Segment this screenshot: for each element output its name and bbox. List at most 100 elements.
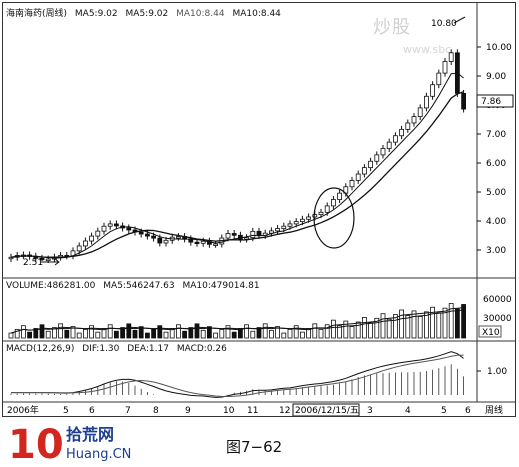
volume-bar bbox=[20, 325, 26, 339]
volume-bar bbox=[95, 331, 101, 339]
volume-bar bbox=[256, 327, 262, 339]
volume-bar bbox=[461, 304, 467, 339]
logo-domain: Huang.CN bbox=[66, 447, 131, 462]
candle-body bbox=[318, 211, 324, 216]
volume-bar bbox=[392, 314, 398, 339]
candle-body bbox=[349, 179, 355, 188]
candle-body bbox=[306, 216, 312, 220]
ma5-line bbox=[10, 72, 464, 259]
candle-body bbox=[250, 230, 256, 239]
volume-bar bbox=[417, 316, 423, 339]
candle-body bbox=[231, 233, 237, 236]
volume-bar bbox=[14, 328, 20, 339]
volume-bar bbox=[343, 320, 349, 339]
price-tick-label: 5.00 bbox=[486, 188, 506, 198]
candle-body bbox=[392, 135, 398, 143]
price-tick-label: 7.00 bbox=[486, 130, 506, 140]
volume-bar bbox=[231, 331, 237, 339]
candle-body bbox=[361, 167, 367, 175]
volume-ma10: MA10:479014.81 bbox=[182, 281, 260, 291]
candle-body bbox=[355, 173, 361, 181]
volume-bar bbox=[293, 325, 299, 339]
price-tick-label: 6.00 bbox=[486, 159, 506, 169]
volume-unit: X10 bbox=[482, 328, 500, 338]
ma10-line bbox=[10, 91, 464, 258]
candle-body bbox=[163, 239, 169, 244]
candle-body bbox=[138, 231, 144, 235]
candle-body bbox=[423, 95, 429, 109]
volume-bar bbox=[374, 317, 380, 339]
volume-bar bbox=[70, 326, 76, 339]
stock-name: 海南海药(周线) bbox=[6, 9, 68, 19]
volume-bar bbox=[194, 323, 200, 339]
ma5-label-2: MA5:9.02 bbox=[125, 9, 169, 19]
volume-bar bbox=[89, 325, 94, 339]
high-label: 10.80 bbox=[431, 19, 457, 29]
volume-bar bbox=[318, 328, 324, 339]
ma5-label: MA5:9.02 bbox=[74, 9, 118, 19]
candle-body bbox=[76, 245, 82, 252]
volume-bar bbox=[213, 332, 219, 339]
volume-bar bbox=[244, 324, 250, 339]
time-axis-label: 10 bbox=[223, 406, 235, 416]
macd-dea: DEA:1.17 bbox=[127, 344, 169, 354]
volume-bar bbox=[287, 328, 293, 339]
time-axis-label: 12 bbox=[279, 406, 290, 416]
price-header: 海南海药(周线) MA5:9.02 MA5:9.02 MA10:8.44 MA1… bbox=[6, 6, 286, 19]
candle-body bbox=[89, 235, 94, 242]
chart-canvas: 10.009.008.007.006.005.004.003.00 10.80 … bbox=[3, 3, 515, 416]
candle-body bbox=[175, 236, 181, 239]
candle-body bbox=[411, 116, 417, 124]
current-price-value: 7.86 bbox=[481, 97, 501, 107]
time-axis-label: 2006/12/15/五 bbox=[295, 406, 359, 416]
candle-body bbox=[151, 235, 157, 239]
candle-body bbox=[380, 148, 386, 156]
volume-bar bbox=[163, 331, 169, 339]
chart-window: 海南海药(周线) MA5:9.02 MA5:9.02 MA10:8.44 MA1… bbox=[2, 2, 516, 417]
candle-body bbox=[461, 93, 467, 110]
volume-bar bbox=[405, 315, 411, 339]
volume-bar bbox=[423, 311, 429, 339]
volume-bar bbox=[448, 303, 454, 339]
logo-cn: 拾荒网 bbox=[66, 425, 114, 444]
candle-body bbox=[107, 223, 113, 227]
volume-bar bbox=[361, 316, 367, 339]
volume-bar bbox=[126, 323, 132, 339]
price-axis: 10.009.008.007.006.005.004.003.00 bbox=[477, 43, 512, 256]
candle-body bbox=[436, 72, 442, 86]
candle-body bbox=[200, 240, 206, 244]
macd-histogram bbox=[10, 364, 465, 395]
volume-bar bbox=[330, 319, 336, 339]
volume-bar bbox=[200, 329, 206, 339]
volume-bar bbox=[250, 330, 256, 339]
time-axis-label: 5 bbox=[441, 406, 447, 416]
time-axis-label: 5 bbox=[63, 406, 69, 416]
candle-body bbox=[330, 199, 336, 207]
volume-bar bbox=[58, 323, 63, 339]
volume-bar bbox=[8, 332, 14, 339]
time-axis-label: 4 bbox=[405, 406, 411, 416]
volume-bar bbox=[380, 313, 386, 339]
time-axis-label: 2006年 bbox=[7, 404, 39, 416]
time-axis-label: 3 bbox=[367, 406, 373, 416]
time-axis-label: 6 bbox=[465, 406, 471, 416]
macd-dif: DIF:1.30 bbox=[82, 344, 120, 354]
volume-bar bbox=[368, 322, 374, 339]
volume-bar bbox=[454, 308, 460, 339]
highlight-circle bbox=[313, 187, 355, 249]
candle-body bbox=[45, 258, 51, 261]
volume-bar bbox=[114, 330, 119, 339]
candle-body bbox=[324, 205, 330, 213]
volume-bar bbox=[386, 318, 392, 339]
volume-ma10-line bbox=[10, 309, 464, 334]
volume-bar bbox=[64, 329, 70, 339]
candle-body bbox=[399, 128, 405, 137]
volume-bar bbox=[151, 328, 157, 339]
volume-bar bbox=[188, 327, 194, 339]
volume-bar bbox=[312, 323, 318, 339]
candle-body bbox=[281, 225, 287, 229]
candle-body bbox=[144, 233, 150, 237]
price-tick-label: 3.00 bbox=[486, 246, 506, 256]
watermark: 炒股 bbox=[373, 17, 411, 38]
time-axis: 2006年 5 6 7 8 9 10 11 12 2006/12/15/五 3 4 5 6 周线 bbox=[7, 403, 503, 416]
